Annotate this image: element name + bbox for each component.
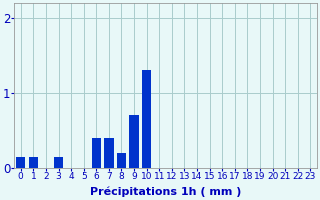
X-axis label: Précipitations 1h ( mm ): Précipitations 1h ( mm ) — [90, 187, 241, 197]
Bar — [142, 70, 151, 168]
Bar — [129, 115, 139, 168]
Bar — [16, 157, 26, 168]
Bar — [54, 157, 63, 168]
Bar — [92, 138, 101, 168]
Bar — [104, 138, 114, 168]
Bar — [117, 153, 126, 168]
Bar — [28, 157, 38, 168]
